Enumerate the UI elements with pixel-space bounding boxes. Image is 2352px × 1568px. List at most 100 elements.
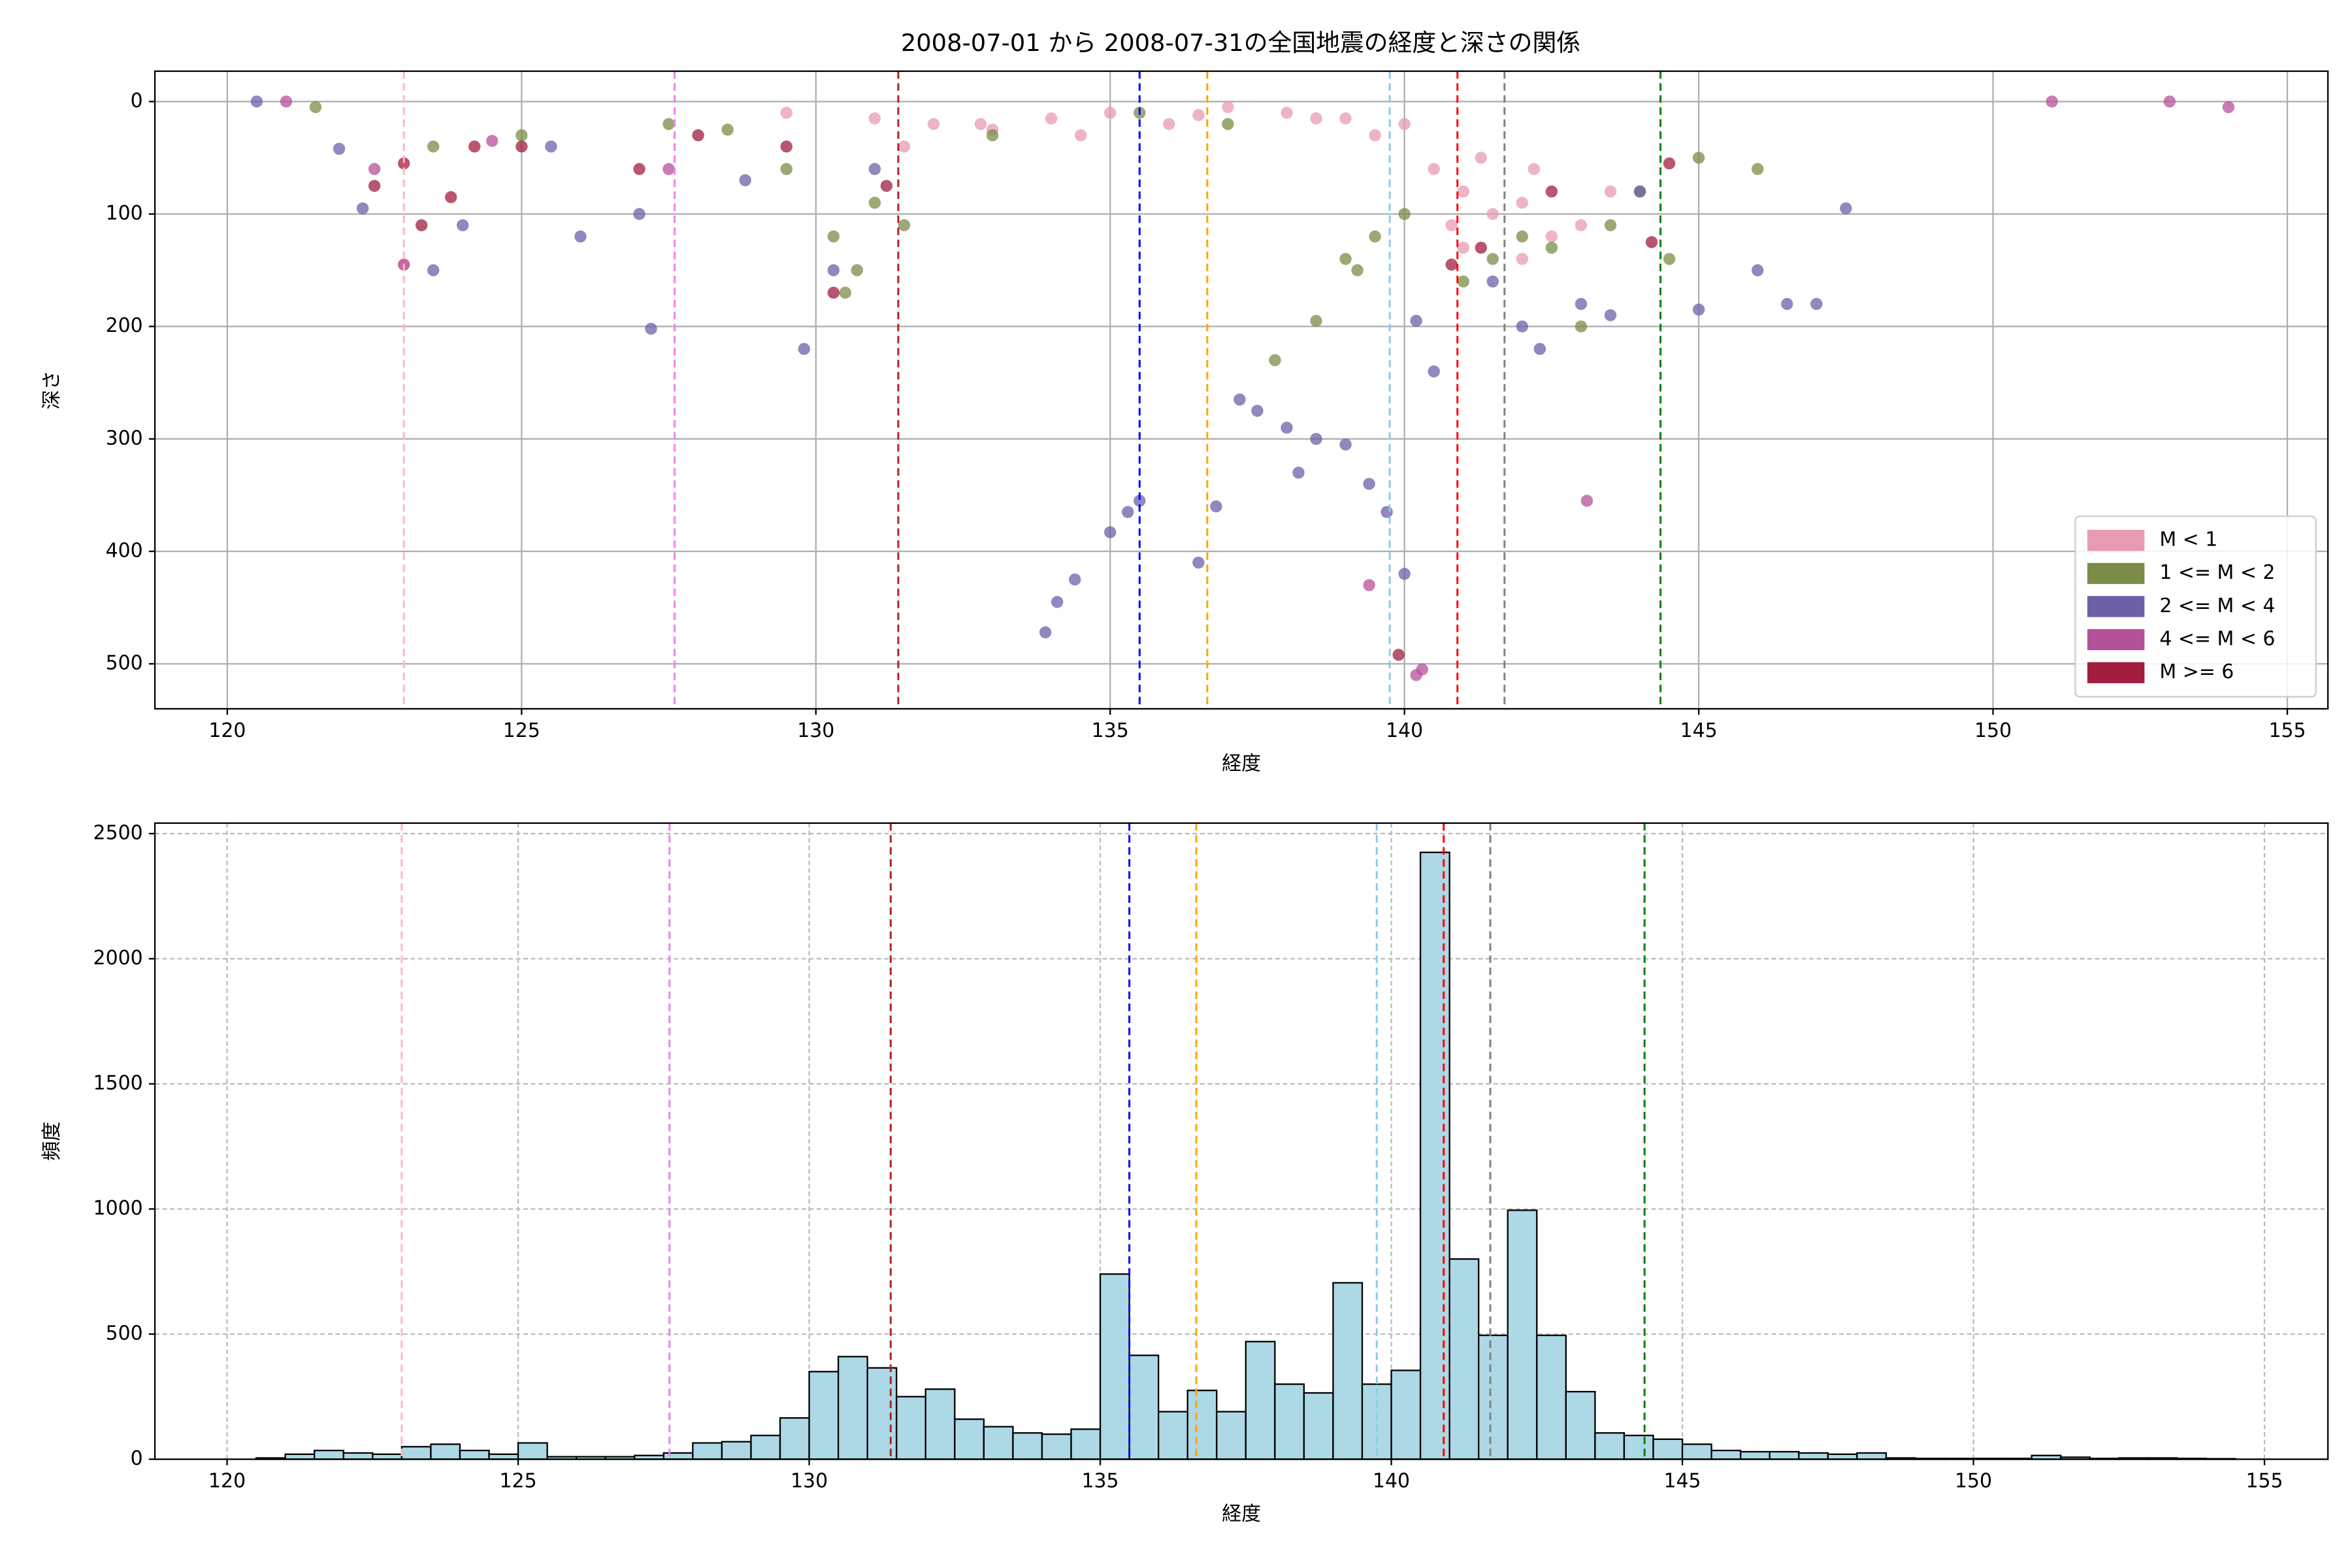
point <box>780 140 792 153</box>
point <box>1475 241 1487 254</box>
bar <box>1623 1434 1654 1460</box>
bar <box>1681 1443 1712 1460</box>
bar <box>1507 1209 1538 1460</box>
point <box>1457 275 1469 288</box>
bar <box>1070 1428 1102 1460</box>
legend-label: 1 <= M < 2 <box>2159 561 2275 584</box>
y-tick-label: 0 <box>131 1447 143 1470</box>
bar <box>1245 1341 1276 1460</box>
point <box>1398 568 1411 580</box>
point <box>1192 108 1205 122</box>
x-tick-label: 145 <box>1680 719 1718 742</box>
point <box>1516 197 1529 209</box>
point <box>1074 129 1087 142</box>
point <box>1575 320 1588 333</box>
bar <box>924 1388 956 1460</box>
point <box>1663 253 1676 265</box>
bar <box>1186 1390 1218 1460</box>
point <box>633 163 645 175</box>
point <box>633 208 645 220</box>
point <box>1051 596 1064 608</box>
bar <box>954 1418 985 1460</box>
point <box>1604 219 1617 231</box>
bar <box>1128 1354 1160 1460</box>
point <box>1398 118 1411 131</box>
point <box>1486 253 1499 265</box>
bar <box>1594 1432 1625 1460</box>
point <box>1339 253 1352 265</box>
bar <box>1216 1411 1247 1460</box>
point <box>445 191 457 203</box>
y-tick-label: 500 <box>106 1322 143 1345</box>
legend-swatch <box>2087 629 2145 651</box>
point <box>1604 185 1617 198</box>
point <box>1163 118 1175 131</box>
bar <box>1361 1383 1392 1460</box>
bar <box>1769 1450 1800 1460</box>
x-tick-label: 135 <box>1082 1470 1119 1493</box>
point <box>486 135 498 147</box>
point <box>1068 573 1081 586</box>
point <box>574 230 587 243</box>
bar <box>342 1452 374 1460</box>
bar <box>1740 1450 1771 1460</box>
legend-box <box>2074 515 2317 698</box>
point <box>1122 506 1134 518</box>
bar <box>1710 1449 1742 1460</box>
point <box>368 163 381 175</box>
point <box>2163 95 2176 108</box>
point <box>1486 275 1499 288</box>
bar <box>1798 1452 1829 1460</box>
point <box>333 142 346 155</box>
point <box>1351 264 1364 276</box>
legend-label: M < 1 <box>2159 529 2217 551</box>
y-tick-label: 100 <box>106 202 143 225</box>
point <box>839 286 852 299</box>
point <box>457 219 469 231</box>
point <box>1445 219 1458 231</box>
legend-swatch <box>2087 662 2145 683</box>
bar <box>983 1426 1014 1460</box>
x-tick-label: 150 <box>1974 719 2012 742</box>
point <box>692 129 704 142</box>
point <box>368 180 381 192</box>
point <box>1445 258 1458 271</box>
bar <box>1041 1433 1072 1460</box>
point <box>868 197 881 209</box>
point <box>1281 421 1293 434</box>
x-axis-label: 経度 <box>1222 753 1261 776</box>
point <box>780 163 792 175</box>
point <box>1428 365 1440 378</box>
bar <box>808 1371 840 1460</box>
bar <box>459 1449 490 1460</box>
point <box>1692 303 1705 316</box>
point <box>1380 506 1393 518</box>
bar <box>1419 851 1450 1460</box>
point <box>1045 112 1058 125</box>
x-tick-label: 130 <box>797 719 834 742</box>
point <box>2046 95 2058 108</box>
point <box>515 129 528 142</box>
x-tick-label: 155 <box>2246 1470 2283 1493</box>
point <box>1339 112 1352 125</box>
point <box>1810 298 1823 310</box>
point <box>2222 101 2235 114</box>
point <box>798 342 810 355</box>
x-tick-label: 145 <box>1664 1470 1701 1493</box>
legend-label: 2 <= M < 4 <box>2159 595 2275 617</box>
point <box>827 286 840 299</box>
point <box>898 140 911 153</box>
point <box>415 219 428 231</box>
point <box>851 264 864 276</box>
y-tick-label: 1000 <box>93 1197 143 1220</box>
point <box>1604 309 1617 321</box>
bar <box>1303 1392 1334 1460</box>
point <box>1363 478 1375 490</box>
point <box>1781 298 1793 310</box>
point <box>868 112 881 125</box>
chart-title: 2008-07-01 から 2008-07-31の全国地震の経度と深さの関係 <box>901 29 1580 57</box>
bar <box>1390 1369 1422 1460</box>
x-tick-label: 120 <box>208 719 246 742</box>
point <box>1692 152 1705 164</box>
